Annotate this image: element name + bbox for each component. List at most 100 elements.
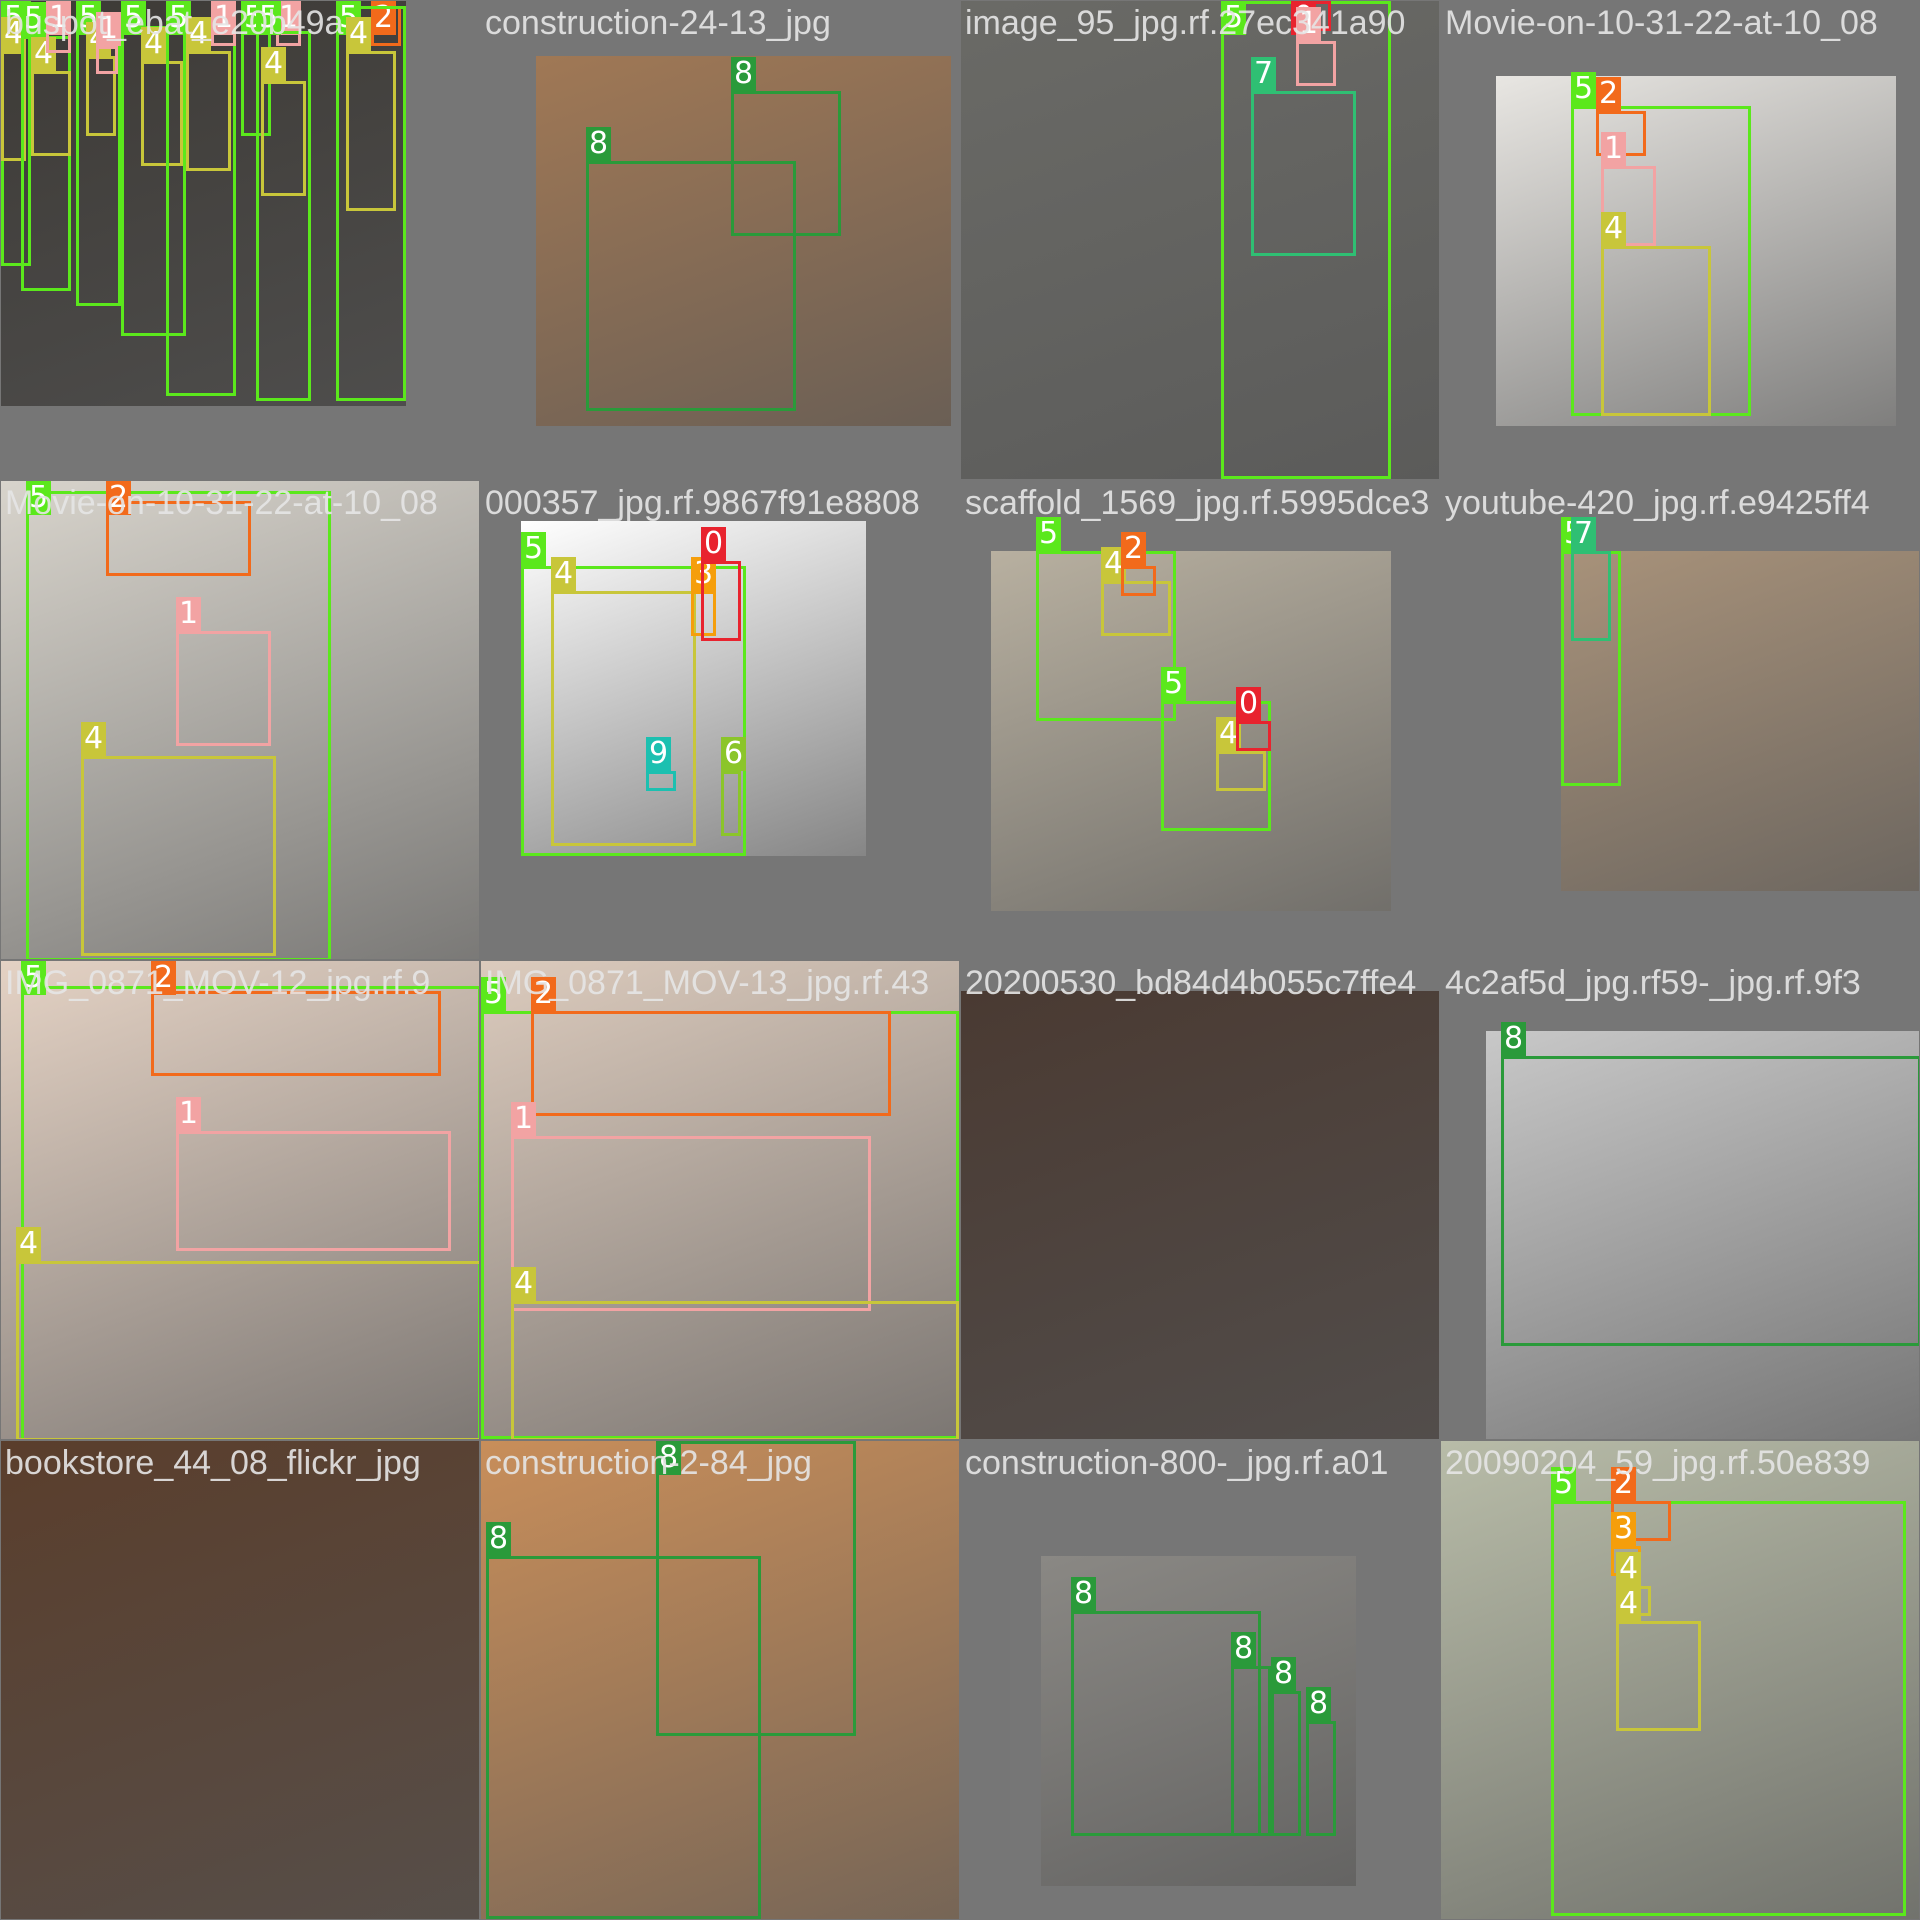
box-class-label: 2 (151, 961, 177, 995)
box-class-label: 8 (1306, 1687, 1332, 1721)
bounding-box (1, 51, 26, 161)
box-class-label: 8 (1271, 1657, 1297, 1691)
box-class-label: 5 (256, 1, 282, 35)
bounding-box (186, 51, 231, 171)
tile-filename: 4c2af5d_jpg.rf59-_jpg.rf.9f3 (1445, 964, 1861, 1002)
box-class-label: 5 (21, 961, 47, 995)
mosaic-tile: 5 2 3 4 4 20090204_59_jpg.rf.50e839 (1441, 1441, 1919, 1919)
tile-filename: bookstore_44_08_flickr_jpg (5, 1444, 421, 1482)
box-class-label: 1 (46, 1, 72, 35)
mosaic-tile: 5 2 1 4 Movie-on-10-31-22-at-10_08 (1, 481, 479, 959)
mosaic-tile: 5 4 3 0 9 6 000357_jpg.rf.9867f91e8808 (481, 481, 959, 959)
box-class-label: 5 (1551, 1467, 1577, 1501)
bounding-box (141, 61, 183, 166)
tile-photo (1496, 76, 1896, 426)
bounding-box (1601, 166, 1656, 246)
tile-photo (1441, 1441, 1919, 1919)
box-class-label: 8 (1231, 1632, 1257, 1666)
box-class-label: 4 (16, 1227, 42, 1261)
bounding-box (486, 1556, 761, 1919)
tile-filename: 20090204_59_jpg.rf.50e839 (1445, 1444, 1871, 1482)
bounding-box (256, 31, 311, 401)
tile-filename: 20200530_bd84d4b055c7ffe4 (965, 964, 1417, 1002)
bounding-box (96, 46, 118, 74)
box-class-label: 5 (26, 481, 52, 515)
bounding-box (511, 1136, 871, 1311)
tile-photo (1, 961, 479, 1439)
tile-filename: 000357_jpg.rf.9867f91e8808 (485, 484, 920, 522)
box-class-label: 2 (531, 977, 557, 1011)
box-class-label: 4 (141, 27, 167, 61)
box-class-label: 7 (1251, 57, 1277, 91)
bounding-box (86, 56, 116, 136)
box-class-label: 4 (1601, 212, 1627, 246)
box-class-label: 0 (1236, 687, 1262, 721)
box-class-label: 5 (481, 977, 507, 1011)
bounding-box (151, 991, 441, 1076)
tile-photo (961, 991, 1439, 1439)
bounding-box (551, 591, 696, 846)
mosaic-tile: 8 8 8 8 construction-800-_jpg.rf.a01 (961, 1441, 1439, 1919)
bounding-box (586, 161, 796, 411)
bounding-box (646, 771, 676, 791)
tile-filename: youtube-420_jpg.rf.e9425ff4 (1445, 484, 1870, 522)
box-class-label: 2 (1611, 1467, 1637, 1501)
mosaic-tile: 8 4c2af5d_jpg.rf59-_jpg.rf.9f3 (1441, 961, 1919, 1439)
mosaic-tile: 5 2 1 4 Movie-on-10-31-22-at-10_08 (1441, 1, 1919, 479)
box-class-label: 6 (721, 737, 747, 771)
box-class-label: 5 (21, 2, 47, 36)
tile-photo (1, 1441, 479, 1919)
tile-filename: construction-24-13_jpg (485, 4, 831, 42)
bounding-box (26, 491, 331, 959)
box-class-label: 4 (346, 17, 372, 51)
box-class-label: 8 (1071, 1577, 1097, 1611)
box-class-label: 7 (1571, 517, 1597, 551)
tile-photo (1486, 1031, 1919, 1439)
bounding-box (1616, 1621, 1701, 1731)
box-class-label: 8 (486, 1522, 512, 1556)
box-class-label: 9 (646, 737, 672, 771)
bounding-box (701, 561, 741, 641)
box-class-label: 4 (511, 1267, 537, 1301)
mosaic-tile: 5 2 1 4 IMG_0871_MOV-13_jpg.rf.43 (481, 961, 959, 1439)
box-class-label: 1 (96, 12, 122, 46)
bounding-box (656, 1441, 856, 1736)
mosaic-tile: 5 2 1 4 IMG_0871_MOV-12_jpg.rf.9 (1, 961, 479, 1439)
box-class-label: 5 (1571, 72, 1597, 106)
mosaic-tile: 5 4 2 5 4 0 scaffold_1569_jpg.rf.5995dce3 (961, 481, 1439, 959)
bounding-box (521, 566, 746, 856)
bounding-box (531, 1011, 891, 1116)
box-class-label: 2 (1596, 77, 1622, 111)
box-class-label: 3 (1611, 1512, 1637, 1546)
box-class-label: 2 (106, 481, 132, 515)
tile-photo (991, 551, 1391, 911)
box-class-label: 1 (511, 1102, 537, 1136)
tile-filename: buspot_ebat_e20b49a (5, 4, 344, 42)
bounding-box (1501, 1056, 1919, 1346)
bounding-box (106, 501, 251, 576)
bounding-box (31, 71, 71, 156)
tile-filename: IMG_0871_MOV-13_jpg.rf.43 (485, 964, 930, 1002)
bounding-box (1236, 721, 1271, 751)
box-class-label: 2 (1121, 532, 1147, 566)
box-class-label: 1 (176, 1097, 202, 1131)
mosaic-tile: 8 8 construction-2-84_jpg (481, 1441, 959, 1919)
box-class-label: 4 (186, 17, 212, 51)
tile-filename: scaffold_1569_jpg.rf.5995dce3 (965, 484, 1430, 522)
bounding-box (1271, 1691, 1301, 1836)
box-class-label: 4 (81, 722, 107, 756)
mosaic-tile: 8 8 construction-24-13_jpg (481, 1, 959, 479)
box-class-label: 1 (1296, 7, 1322, 41)
bounding-box (261, 81, 306, 196)
bounding-box (1161, 701, 1271, 831)
bounding-box (336, 6, 406, 401)
tile-filename: Movie-on-10-31-22-at-10_08 (5, 484, 438, 522)
bounding-box (1251, 91, 1356, 256)
tile-filename: Movie-on-10-31-22-at-10_08 (1445, 4, 1878, 42)
box-class-label: 8 (1501, 1022, 1527, 1056)
tile-photo (961, 1, 1439, 479)
mosaic-tile: bookstore_44_08_flickr_jpg (1, 1441, 479, 1919)
box-class-label: 8 (656, 1441, 682, 1475)
mosaic-tile: 54541541545415154254buspot_ebat_e20b49a (1, 1, 479, 479)
